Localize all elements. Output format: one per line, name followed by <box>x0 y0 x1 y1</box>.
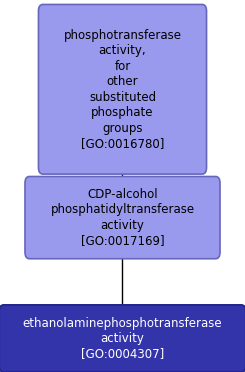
Text: ethanolaminephosphotransferase
activity
[GO:0004307]: ethanolaminephosphotransferase activity … <box>23 317 222 360</box>
Text: phosphotransferase
activity,
for
other
substituted
phosphate
groups
[GO:0016780]: phosphotransferase activity, for other s… <box>63 29 182 150</box>
FancyBboxPatch shape <box>25 177 220 259</box>
FancyBboxPatch shape <box>38 4 207 174</box>
FancyBboxPatch shape <box>0 305 245 372</box>
Text: CDP-alcohol
phosphatidyltransferase
activity
[GO:0017169]: CDP-alcohol phosphatidyltransferase acti… <box>50 188 195 247</box>
